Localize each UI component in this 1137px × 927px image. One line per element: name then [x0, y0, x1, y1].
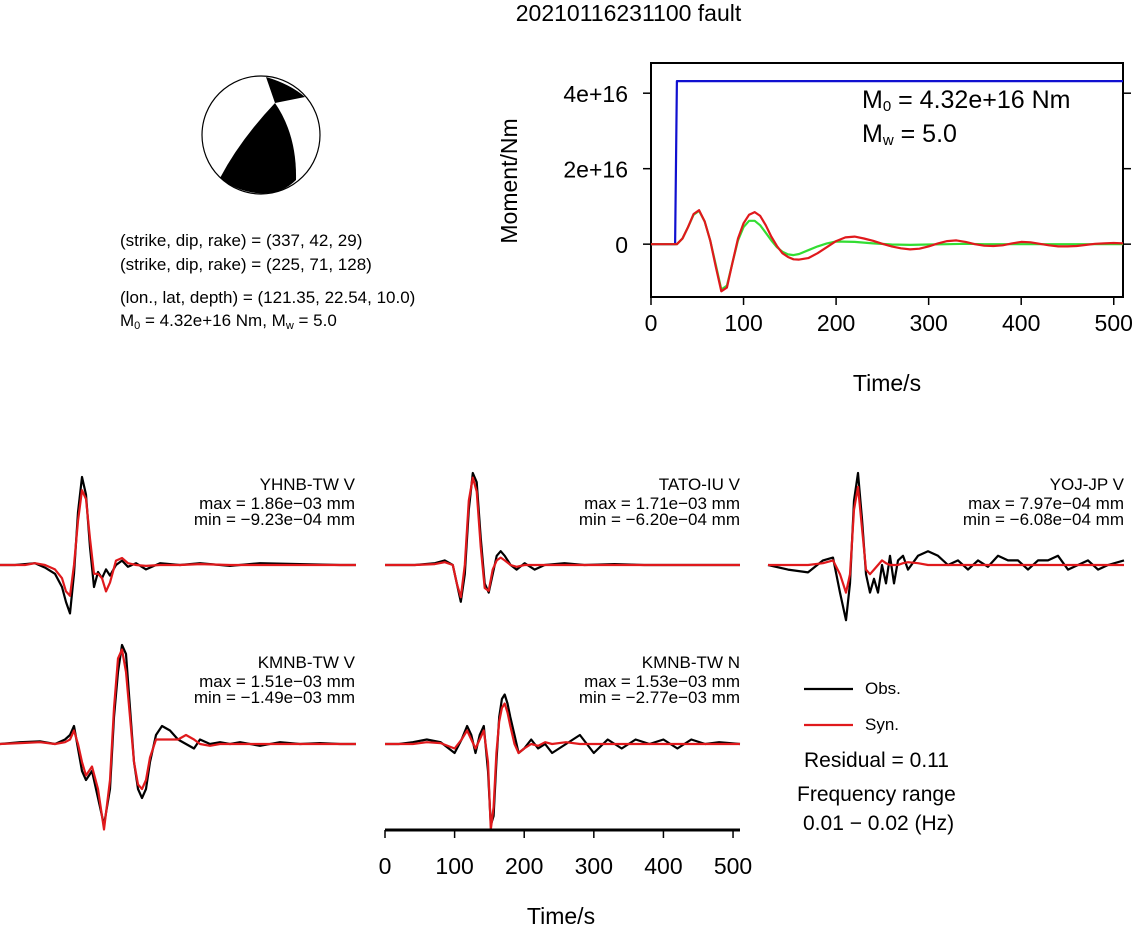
moment-annotation-m0: M0 = 4.32e+16 Nm — [862, 86, 1071, 115]
trace-label-label: TATO-IU V — [658, 475, 740, 494]
moment-x-tick-label: 300 — [909, 310, 947, 336]
moment-series-green — [651, 209, 1123, 291]
moment-x-tick-label: 0 — [645, 310, 658, 336]
legend-obs-label: Obs. — [865, 679, 901, 698]
trace-obs — [767, 471, 1125, 622]
moment-x-axis-label: Time/s — [853, 370, 921, 396]
trace-label-label: KMNB-TW N — [641, 653, 740, 672]
moment-plot-frame — [650, 62, 1124, 298]
trace-obs — [385, 693, 741, 827]
trace-label-label: KMNB-TW V — [257, 653, 355, 672]
frequency-range-title: Frequency range — [797, 783, 956, 806]
beachball-compressional-b — [220, 103, 297, 194]
trace-syn — [385, 702, 740, 831]
location-line: (lon., lat, depth) = (121.35, 22.54, 10.… — [120, 288, 416, 307]
time-axis-tick-label: 500 — [714, 853, 752, 879]
moment-series-red — [651, 209, 1124, 293]
residual-label: Residual = 0.11 — [804, 749, 949, 772]
trace-syn — [0, 648, 356, 831]
time-axis-tick-label: 200 — [505, 853, 543, 879]
trace-max-label: max = 1.53e−03 mm — [584, 672, 740, 691]
time-axis-label: Time/s — [527, 903, 595, 927]
frequency-range-value: 0.01 − 0.02 (Hz) — [803, 812, 955, 835]
moment-y-tick-label: 2e+16 — [563, 157, 628, 183]
time-axis-tick-label: 100 — [435, 853, 473, 879]
trace-min-label: min = −6.08e−04 mm — [962, 510, 1124, 529]
moment-annotation-mw: Mw = 5.0 — [862, 120, 957, 149]
moment-y-tick-label: 4e+16 — [563, 81, 628, 107]
time-axis-tick-label: 0 — [379, 853, 392, 879]
trace-max-label: max = 7.97e−04 mm — [968, 494, 1124, 513]
legend-syn-label: Syn. — [865, 715, 900, 734]
mechanism-line2: (strike, dip, rake) = (225, 71, 128) — [120, 255, 372, 274]
trace-label-label: YHNB-TW V — [259, 475, 355, 494]
trace-min-label: min = −6.20e−04 mm — [578, 510, 740, 529]
time-axis-tick-label: 300 — [575, 853, 613, 879]
trace-syn — [0, 489, 356, 597]
trace-syn — [768, 485, 1124, 594]
trace-max-label: max = 1.71e−03 mm — [584, 494, 740, 513]
moment-x-tick-label: 200 — [817, 310, 855, 336]
moment-x-tick-label: 500 — [1095, 310, 1133, 336]
moment-x-tick-label: 400 — [1002, 310, 1040, 336]
trace-syn — [385, 476, 740, 599]
moment-y-axis-label: Moment/Nm — [496, 118, 522, 243]
time-axis-tick-label: 400 — [644, 853, 682, 879]
moment-line: M0 = 4.32e+16 Nm, Mw = 5.0 — [120, 311, 337, 332]
trace-min-label: min = −1.49e−03 mm — [193, 688, 355, 707]
page-title: 20210116231100 fault — [515, 0, 742, 26]
trace-min-label: min = −2.77e−03 mm — [578, 688, 740, 707]
trace-max-label: max = 1.86e−03 mm — [199, 494, 355, 513]
trace-min-label: min = −9.23e−04 mm — [193, 510, 355, 529]
trace-max-label: max = 1.51e−03 mm — [199, 672, 355, 691]
moment-y-tick-label: 0 — [615, 232, 628, 258]
mechanism-line1: (strike, dip, rake) = (337, 42, 29) — [120, 231, 363, 250]
trace-label-label: YOJ-JP V — [1049, 475, 1124, 494]
beachball-compressional-a — [266, 77, 305, 103]
moment-x-tick-label: 100 — [724, 310, 762, 336]
